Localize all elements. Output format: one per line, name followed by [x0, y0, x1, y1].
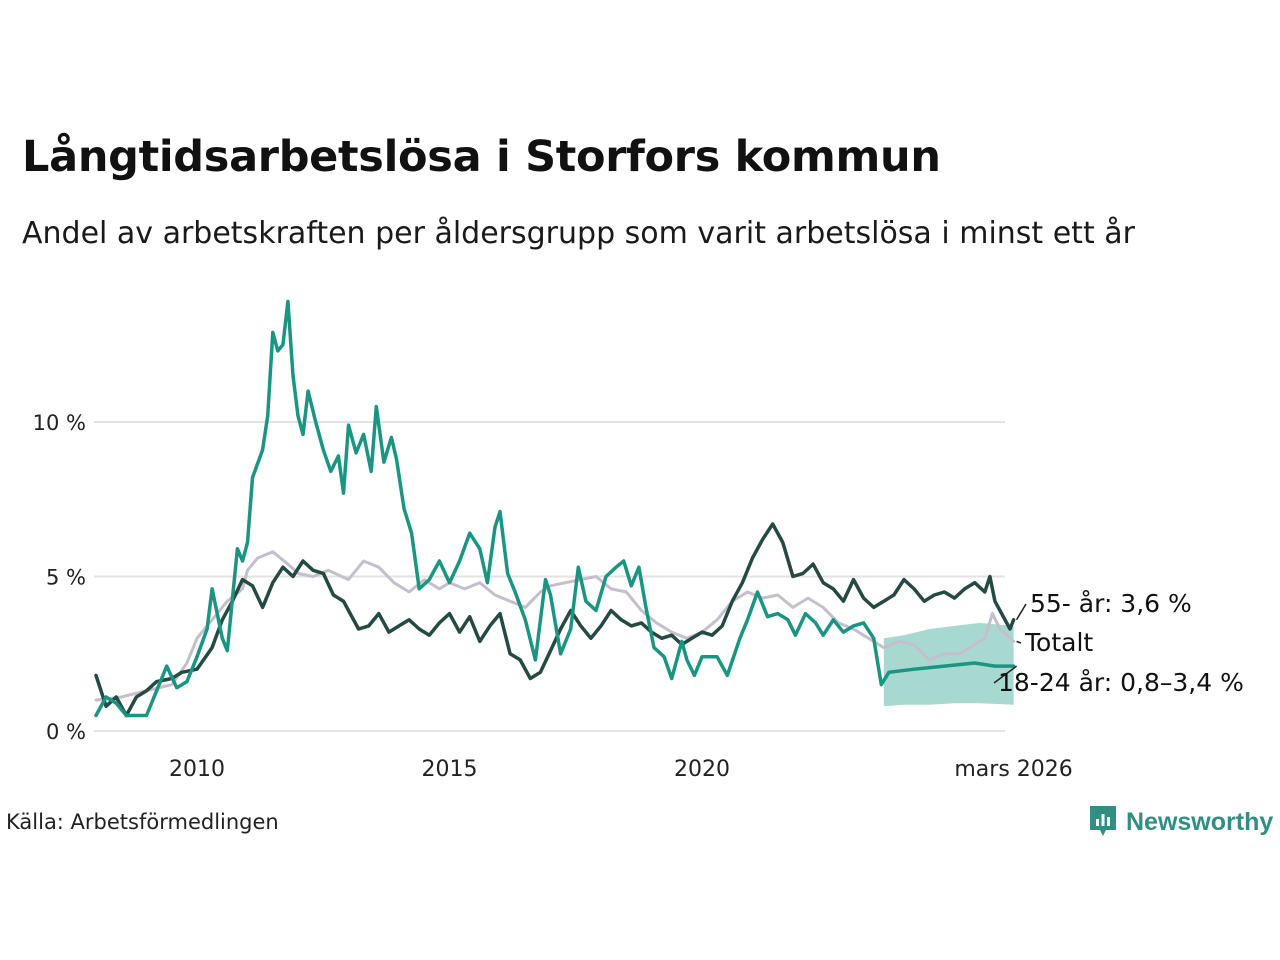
gridlines — [94, 421, 1005, 732]
newsworthy-logo-text: Newsworthy — [1126, 807, 1274, 836]
series-end-label: Totalt — [1024, 628, 1093, 657]
y-tick-label: 0 % — [46, 720, 86, 744]
series-line-18-24-r — [94, 299, 1016, 718]
chart-subtitle: Andel av arbetskraften per åldersgrupp s… — [22, 216, 1135, 251]
x-tick-label: 2020 — [674, 757, 730, 782]
series-end-label: 18-24 år: 0,8–3,4 % — [998, 668, 1244, 697]
y-tick-label: 5 % — [46, 566, 86, 590]
y-tick-label: 10 % — [33, 411, 86, 435]
leader-line — [1016, 640, 1022, 644]
leader-line — [993, 665, 1018, 684]
x-tick-label: mars 2026 — [954, 757, 1072, 782]
x-tick-label: 2010 — [169, 757, 225, 782]
x-axis: 2010 2015 2020 mars 2026 — [169, 757, 1073, 782]
series-labels: Totalt 55- år: 3,6 % 18-24 år: 0,8–3,4 % — [993, 589, 1244, 697]
series-line-totalt — [94, 550, 1016, 702]
series-end-label: 55- år: 3,6 % — [1030, 589, 1192, 618]
leader-line — [1015, 603, 1027, 621]
newsworthy-logo[interactable]: Newsworthy — [1088, 804, 1273, 840]
series-layer — [94, 299, 1016, 718]
chart-title: Långtidsarbetslösa i Storfors kommun — [22, 132, 941, 182]
source-note: Källa: Arbetsförmedlingen — [6, 810, 279, 834]
y-axis: 0 % 5 % 10 % — [33, 411, 86, 744]
newsworthy-logo-icon — [1090, 806, 1116, 836]
x-tick-label: 2015 — [422, 757, 478, 782]
series-line-55-r — [94, 522, 1016, 718]
